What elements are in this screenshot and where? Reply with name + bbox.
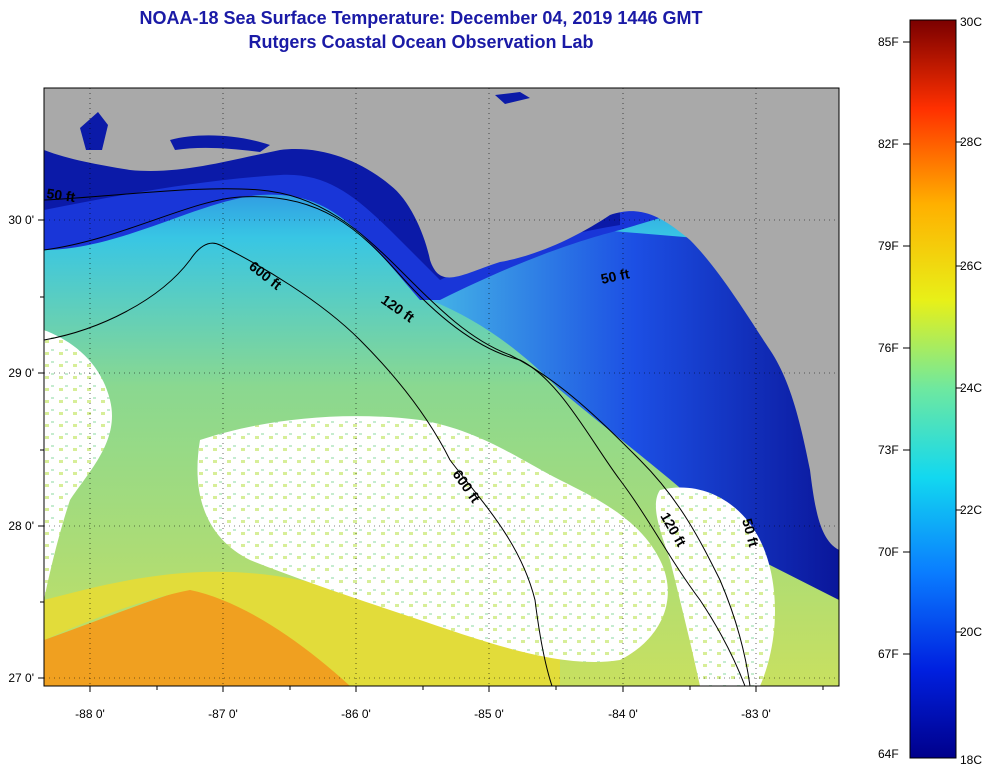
lon-label-88: -88 0' — [75, 707, 105, 721]
warm-water-patch — [44, 588, 350, 686]
cbar-f-70: 70F — [878, 545, 899, 559]
lat-label-29: 29 0' — [8, 366, 34, 380]
contour-120ft — [44, 196, 746, 686]
cbar-f-73: 73F — [878, 443, 899, 457]
lon-label-83: -83 0' — [741, 707, 771, 721]
cbar-c-22: 22C — [960, 503, 982, 517]
cbar-f-67: 67F — [878, 647, 899, 661]
map-panel — [44, 88, 839, 686]
lon-label-86: -86 0' — [341, 707, 371, 721]
contour-50ft — [44, 188, 751, 686]
cbar-f-82: 82F — [878, 137, 899, 151]
lat-label-28: 28 0' — [8, 519, 34, 533]
axis-ticks — [38, 219, 824, 692]
east-shelf-water — [430, 230, 839, 600]
map-frame — [43, 87, 840, 687]
map-subtitle: Rutgers Coastal Ocean Observation Lab — [248, 32, 594, 52]
contour-label-50ft-southeast: 50 ft — [739, 517, 762, 549]
cbar-c-24: 24C — [960, 381, 982, 395]
cloud-cover-west — [44, 330, 112, 600]
lon-label-87: -87 0' — [208, 707, 238, 721]
lat-label-30: 30 0' — [8, 213, 34, 227]
cbar-c-28: 28C — [960, 135, 982, 149]
lat-label-27: 27 0' — [8, 671, 34, 685]
colorbar-ticks — [903, 41, 962, 655]
lon-label-84: -84 0' — [608, 707, 638, 721]
cbar-c-18: 18C — [960, 753, 982, 767]
contour-600ft — [44, 242, 553, 686]
inland-lake — [495, 92, 530, 104]
cloud-cover-central — [197, 416, 668, 662]
cloud-cover-southeast — [655, 487, 775, 686]
land-mass — [44, 88, 839, 550]
contour-label-50ft-east: 50 ft — [599, 265, 631, 287]
cbar-c-30: 30C — [960, 15, 982, 29]
contour-label-50ft-west: 50 ft — [46, 185, 77, 205]
yellow-water-band — [44, 571, 560, 686]
cbar-c-26: 26C — [960, 259, 982, 273]
map-title: NOAA-18 Sea Surface Temperature: Decembe… — [139, 8, 703, 28]
lon-label-85: -85 0' — [474, 707, 504, 721]
mobile-bay — [80, 112, 108, 150]
cbar-f-85: 85F — [878, 35, 899, 49]
cbar-c-20: 20C — [960, 625, 982, 639]
cbar-f-76: 76F — [878, 341, 899, 355]
cbar-f-79: 79F — [878, 239, 899, 253]
pensacola-bay — [170, 135, 270, 152]
colorbar — [909, 19, 957, 759]
cbar-f-64: 64F — [878, 747, 899, 761]
